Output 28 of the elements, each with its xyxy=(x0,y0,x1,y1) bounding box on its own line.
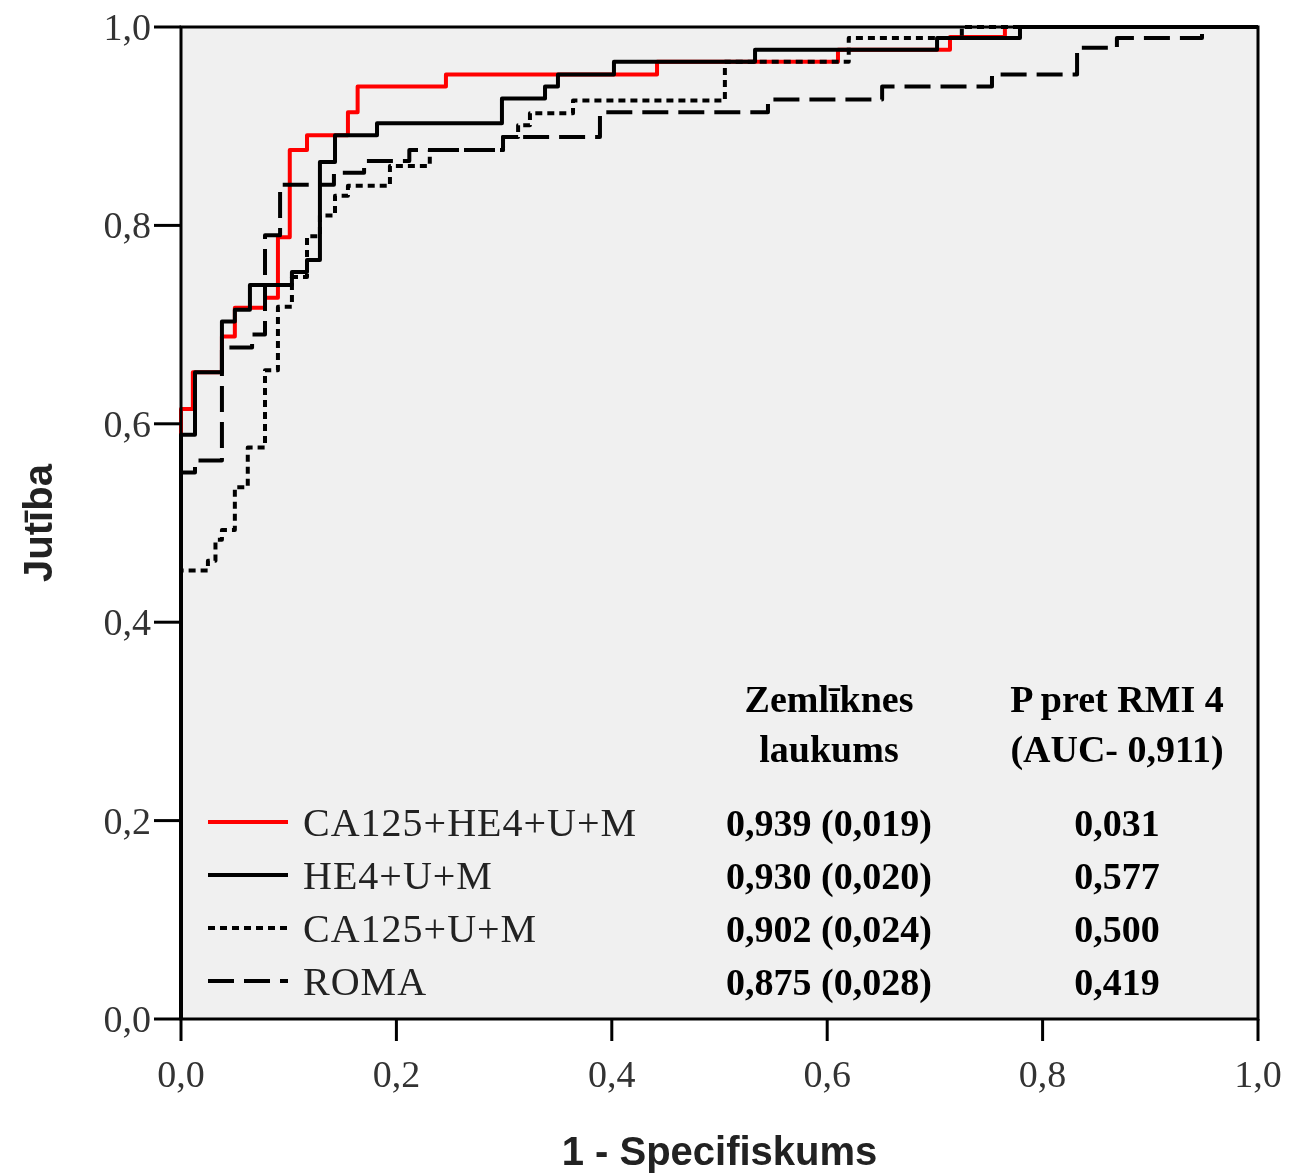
legend-label: CA125+U+M xyxy=(303,906,538,951)
y-tick-label: 0,0 xyxy=(103,998,151,1040)
annotation: 0,875 (0,028) xyxy=(726,961,932,1004)
annotation: Zemlīknes laukums xyxy=(744,678,914,770)
y-axis-title: Jutība xyxy=(16,463,60,582)
y-tick-label: 0,2 xyxy=(103,799,151,842)
legend-label: CA125+HE4+U+M xyxy=(303,800,638,845)
annotation: 0,500 xyxy=(1074,908,1160,950)
x-tick-label: 0,0 xyxy=(157,1053,205,1095)
x-tick-label: 0,6 xyxy=(803,1053,851,1095)
y-tick-label: 0,6 xyxy=(103,402,151,445)
x-tick-label: 1,0 xyxy=(1234,1053,1282,1095)
x-tick-label: 0,2 xyxy=(372,1053,421,1095)
y-tick-label: 1,0 xyxy=(103,6,151,48)
x-tick-label: 0,4 xyxy=(588,1053,636,1095)
x-tick-label: 0,8 xyxy=(1018,1053,1067,1095)
y-tick-label: 0,4 xyxy=(103,601,151,644)
legend-label: ROMA xyxy=(303,959,428,1004)
annotation: P pret RMI 4 (AUC- 0,911) xyxy=(1010,678,1224,771)
annotation: 0,939 (0,019) xyxy=(726,802,932,845)
annotation: 0,419 xyxy=(1074,961,1160,1003)
annotation: 0,577 xyxy=(1074,855,1160,897)
annotation: 0,902 (0,024) xyxy=(726,908,932,951)
x-axis-title: 1 - Specifiskums xyxy=(561,1129,878,1173)
y-tick-label: 0,8 xyxy=(103,204,151,247)
annotation: 0,031 xyxy=(1074,802,1160,844)
legend-label: HE4+U+M xyxy=(303,853,493,898)
annotation: 0,930 (0,020) xyxy=(726,855,932,898)
